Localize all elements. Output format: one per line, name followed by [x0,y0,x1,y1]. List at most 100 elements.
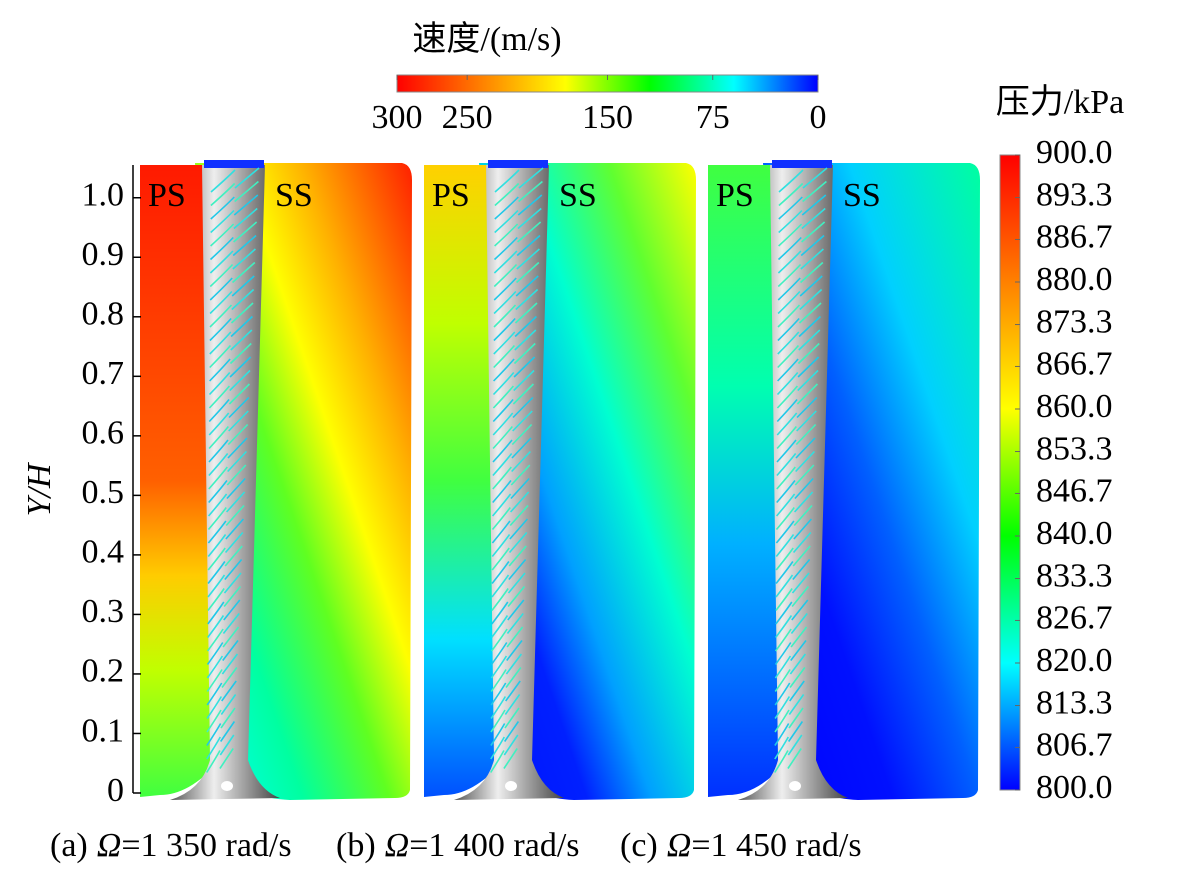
streamline [775,518,813,544]
pressure-colorbar-title: 压力/kPa [996,83,1124,121]
streamline [775,558,811,584]
colorbar-tick-label: 820.0 [1036,642,1113,679]
streamline [206,653,239,679]
streamline [208,369,251,396]
streamline [776,477,814,504]
blade-hub [789,781,801,791]
streamline [777,315,821,342]
colorbar-tick-label: 826.7 [1036,599,1113,636]
y-tick-label: 0.7 [82,355,125,392]
streamline [775,599,809,625]
colorbar-tick-label: 853.3 [1036,430,1113,467]
caption-label: (c) [620,827,658,864]
colorbar-tick-label: 840.0 [1036,515,1113,552]
streamline [776,383,818,409]
streamline [775,504,813,531]
blade-hub [221,781,233,791]
streamline [494,194,543,220]
streamline [493,342,536,369]
streamline [774,626,808,652]
panel-caption: (c) Ω=1 450 rad/s [620,827,862,864]
streamline [777,234,825,261]
y-axis-label: Y/H [21,461,58,516]
streamline [490,680,521,706]
streamline [774,694,805,719]
streamline [492,410,533,436]
y-tick-label: 0.8 [82,296,125,333]
streamline [210,180,259,207]
streamline [209,288,255,315]
streamline [775,491,814,517]
tip-gap [488,160,548,168]
streamline [491,531,528,558]
streamline [490,694,521,719]
streamline [491,613,524,638]
streamline [209,342,252,369]
contour-fields: PS SS PS SS PS SS [140,160,980,800]
y-tick-label: 0.1 [82,712,125,749]
colorbar-tick-label: 833.3 [1036,557,1113,594]
streamline [491,504,529,531]
streamline [493,356,536,382]
y-tick-label: 0.9 [82,236,125,273]
streamline [207,585,242,611]
streamline [777,329,821,355]
streamline [209,248,256,274]
ps-field [708,165,788,797]
streamline [491,558,527,584]
streamline [206,680,237,706]
streamline [491,572,526,598]
streamline [775,545,811,571]
streamline [774,653,807,679]
ss-label: SS [275,177,313,214]
caption-value: =1 400 rad/s [409,827,579,864]
ps-label: PS [432,177,470,214]
colorbar-tick-label: 900.0 [1036,134,1113,171]
streamline [490,667,522,692]
streamline [777,342,820,369]
streamline [208,464,247,490]
streamline [209,329,253,355]
ps-field [140,165,220,797]
streamline [206,748,234,773]
colorbar-tick-label: 75 [696,99,730,136]
streamline [206,667,238,692]
streamline [491,585,526,611]
streamline [206,640,239,665]
colorbar-tick-label: 806.7 [1036,726,1113,763]
streamline [776,450,815,477]
streamline [208,423,249,450]
pressure-colorbar [999,154,1021,791]
streamline [493,302,538,328]
streamline [209,356,252,382]
streamline [207,572,242,598]
y-tick-label: 0.5 [82,474,125,511]
caption-value: =1 450 rad/s [691,827,861,864]
streamline [490,748,518,773]
streamline [776,396,818,423]
colorbar-tick-label: 886.7 [1036,218,1113,255]
streamline [493,248,540,274]
panel: PS SS [424,160,696,800]
streamline [777,261,824,288]
streamline [492,464,531,490]
colorbar-tick-label: 880.0 [1036,261,1113,298]
streamline [774,680,805,706]
streamline [207,504,245,531]
streamline [492,477,530,504]
streamline [776,423,817,450]
streamline [209,261,256,288]
ss-label: SS [559,177,597,214]
caption-label: (b) [336,827,376,864]
streamline [208,477,246,504]
ss-label: SS [843,177,881,214]
streamline [493,315,537,342]
ps-label: PS [148,177,186,214]
streamline [493,275,539,301]
y-tick-label: 0.2 [82,653,125,690]
caption-label: (a) [50,827,88,864]
streamline [210,194,259,220]
streamline [492,450,531,477]
streamline [774,640,807,665]
